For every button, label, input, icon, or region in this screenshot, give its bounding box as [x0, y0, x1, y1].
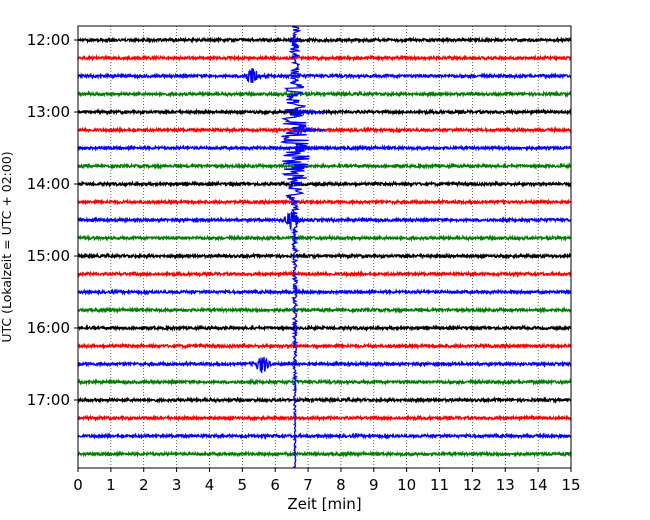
x-tick-label: 10: [397, 476, 416, 494]
y-tick-label: 15:00: [27, 247, 70, 265]
y-tick-label: 16:00: [27, 319, 70, 337]
trace-line: [77, 198, 572, 207]
x-axis-title: Zeit [min]: [287, 495, 361, 513]
y-tick-label: 17:00: [27, 391, 70, 409]
x-tick-label: 3: [172, 476, 182, 494]
trace-line: [77, 269, 572, 278]
y-axis-title: UTC (Lokalzeit = UTC + 02:00): [0, 151, 14, 342]
y-ticks: 12:00 13:00 14:00 15:00 16:00 17:00: [27, 31, 78, 409]
trace-line: [77, 288, 572, 297]
x-ticks: 0 1 2 3 4 5 6 7 8 9 10 11 12 13 14 15: [73, 468, 581, 494]
trace-line: [77, 450, 572, 458]
earthquake-coda: [294, 107, 326, 117]
trace-line: [77, 125, 572, 135]
x-tick-label: 15: [561, 476, 580, 494]
traces: [77, 25, 572, 469]
trace-line: [77, 395, 572, 404]
trace-line: [77, 251, 572, 260]
trace-line: [77, 180, 572, 189]
y-tick-label: 13:00: [27, 103, 70, 121]
x-tick-label: 6: [270, 476, 280, 494]
x-tick-label: 0: [73, 476, 83, 494]
trace-line: [77, 234, 572, 242]
x-tick-label: 14: [529, 476, 548, 494]
earthquake-coda: [294, 125, 326, 135]
plot-frame: [77, 25, 572, 469]
x-tick-label: 13: [496, 476, 515, 494]
trace-line: [77, 36, 572, 44]
x-tick-label: 12: [463, 476, 482, 494]
trace-line: [77, 378, 572, 386]
trace-line: [77, 342, 572, 351]
x-tick-label: 11: [430, 476, 449, 494]
trace-line: [77, 162, 571, 170]
trace-line: [77, 89, 572, 98]
trace-line: [77, 356, 572, 374]
trace-line: [77, 54, 572, 63]
trace-line: [77, 306, 572, 314]
y-tick-label: 14:00: [27, 175, 70, 193]
x-tick-label: 9: [369, 476, 379, 494]
x-tick-label: 4: [205, 476, 215, 494]
x-tick-label: 1: [106, 476, 116, 494]
x-tick-label: 8: [336, 476, 346, 494]
earthquake-signal: [279, 25, 310, 469]
trace-line: [77, 431, 572, 441]
trace-line: [77, 324, 572, 333]
y-tick-label: 12:00: [27, 31, 70, 49]
x-tick-label: 2: [139, 476, 149, 494]
earthquake-coda: [294, 143, 326, 154]
trace-line: [77, 413, 572, 422]
trace-line: [77, 68, 572, 83]
x-tick-label: 7: [303, 476, 313, 494]
trace-line: [77, 211, 572, 232]
x-tick-label: 5: [238, 476, 248, 494]
